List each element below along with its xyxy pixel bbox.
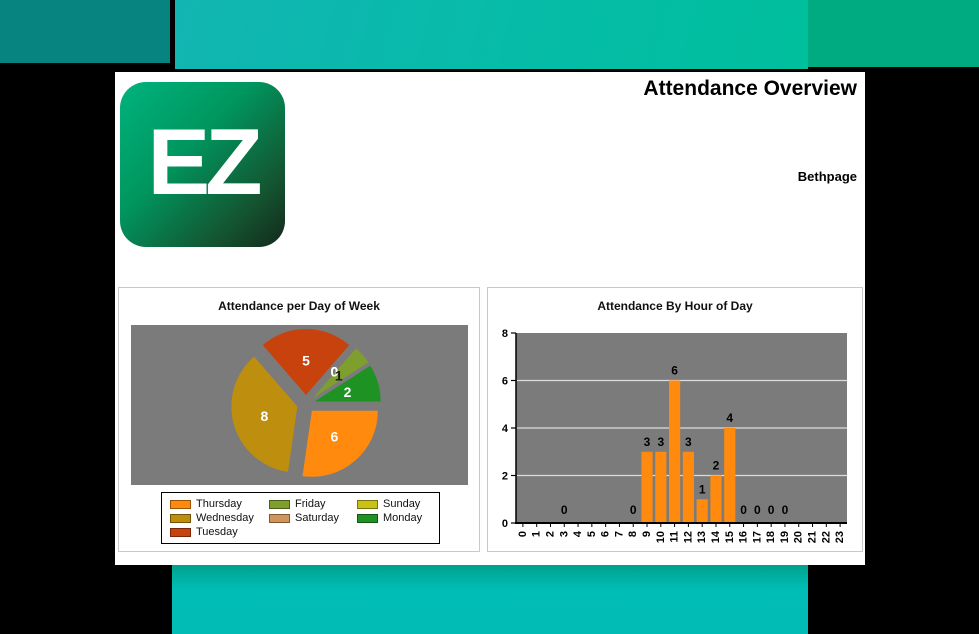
x-tick-label: 7	[613, 531, 625, 537]
pie-value-label-monday: 2	[344, 384, 352, 400]
x-tick-label: 12	[682, 531, 694, 543]
legend-item-wednesday: Wednesday	[170, 512, 269, 524]
bar-value-label-hour-8: 0	[630, 503, 637, 517]
bar-hour-15	[724, 428, 736, 523]
y-tick-label: 2	[502, 471, 508, 483]
legend-swatch-friday	[269, 499, 290, 509]
bar-value-label-hour-9: 3	[644, 435, 651, 449]
x-tick-label: 0	[517, 531, 529, 537]
x-tick-label: 20	[793, 531, 805, 543]
x-tick-label: 3	[558, 531, 570, 537]
pie-value-label-tuesday: 5	[302, 353, 310, 369]
bar-hour-12	[682, 451, 694, 523]
bar-value-label-hour-14: 2	[713, 459, 720, 473]
bottom-band-teal	[172, 565, 808, 634]
pie-value-label-thursday: 6	[330, 429, 338, 445]
legend-swatch-saturday	[269, 513, 290, 523]
pie-slice-monday	[314, 365, 381, 402]
location-label: Bethpage	[797, 169, 857, 184]
pie-value-label-friday: 1	[335, 368, 343, 384]
top-band-green-teal	[808, 0, 979, 67]
legend-item-monday: Monday	[357, 512, 431, 524]
y-tick-label: 6	[502, 376, 508, 388]
bar-value-label-hour-3: 0	[561, 503, 568, 517]
legend-label: Friday	[295, 498, 326, 510]
x-tick-label: 4	[572, 530, 584, 537]
ez-logo-text: EZ	[147, 108, 262, 214]
bar-value-label-hour-13: 1	[699, 482, 706, 496]
x-tick-label: 23	[834, 531, 846, 543]
bar-value-label-hour-17: 0	[754, 503, 761, 517]
x-tick-label: 18	[765, 531, 777, 543]
pie-legend: Thursday Friday Sunday Wednesday Saturday Mon…	[161, 492, 440, 544]
x-tick-label: 8	[627, 531, 639, 537]
x-tick-label: 19	[779, 531, 791, 543]
x-tick-label: 11	[669, 531, 681, 543]
y-tick-label: 8	[502, 328, 508, 340]
bar-hour-14	[710, 475, 722, 523]
x-tick-label: 5	[586, 531, 598, 537]
x-tick-label: 1	[531, 531, 543, 537]
top-band-dark-teal	[0, 0, 170, 63]
legend-label: Tuesday	[196, 526, 238, 538]
pie-slice-wednesday	[231, 356, 298, 472]
bar-hour-9	[641, 451, 653, 523]
legend-swatch-sunday	[357, 499, 378, 509]
bar-value-label-hour-10: 3	[657, 435, 664, 449]
pie-value-label-wednesday: 8	[261, 408, 269, 424]
bar-value-label-hour-16: 0	[740, 503, 747, 517]
x-tick-label: 14	[710, 530, 722, 543]
bar-value-label-hour-19: 0	[782, 503, 789, 517]
legend-item-tuesday: Tuesday	[170, 526, 269, 538]
legend-item-thursday: Thursday	[170, 498, 269, 510]
legend-item-friday: Friday	[269, 498, 357, 510]
legend-swatch-tuesday	[170, 527, 191, 537]
bar-hour-13	[696, 499, 708, 523]
bar-value-label-hour-18: 0	[768, 503, 775, 517]
pie-chart-title: Attendance per Day of Week	[218, 299, 380, 313]
page-title: Attendance Overview	[643, 77, 857, 100]
x-tick-label: 2	[544, 531, 556, 537]
legend-swatch-thursday	[170, 499, 191, 509]
legend-swatch-wednesday	[170, 513, 191, 523]
bar-hour-11	[669, 380, 681, 523]
y-tick-label: 0	[502, 518, 508, 530]
pie-slice-thursday	[302, 410, 378, 477]
x-tick-label: 16	[738, 531, 750, 543]
x-tick-label: 17	[751, 531, 763, 543]
pie-value-label-saturday: 0	[330, 363, 338, 379]
ez-logo: EZ	[120, 82, 285, 247]
bar-value-label-hour-12: 3	[685, 435, 692, 449]
legend-label: Saturday	[295, 512, 340, 524]
bar-chart-title: Attendance By Hour of Day	[597, 299, 753, 313]
legend-item-sunday: Sunday	[357, 498, 431, 510]
pie-value-label-sunday: 0	[330, 363, 338, 379]
bar-value-label-hour-11: 6	[671, 364, 678, 378]
legend-label: Monday	[383, 512, 423, 524]
x-tick-label: 13	[696, 531, 708, 543]
legend-swatch-monday	[357, 513, 378, 523]
pie-slice-friday	[312, 348, 369, 399]
bar-value-label-hour-15: 4	[726, 411, 733, 425]
y-tick-label: 4	[502, 423, 509, 435]
legend-item-saturday: Saturday	[269, 512, 357, 524]
legend-label: Wednesday	[196, 512, 254, 524]
x-tick-label: 22	[820, 531, 832, 543]
top-band-bright-teal	[175, 0, 808, 69]
report-card: EZ Attendance Overview Bethpage Attendan…	[115, 72, 865, 565]
x-tick-label: 21	[807, 531, 819, 543]
bar-hour-10	[655, 451, 667, 523]
x-tick-label: 10	[655, 531, 667, 543]
legend-label: Thursday	[196, 498, 242, 510]
legend-label: Sunday	[383, 498, 421, 510]
x-tick-label: 9	[641, 531, 653, 537]
x-tick-label: 15	[724, 531, 736, 543]
x-tick-label: 6	[600, 531, 612, 537]
pie-slice-tuesday	[262, 329, 350, 395]
